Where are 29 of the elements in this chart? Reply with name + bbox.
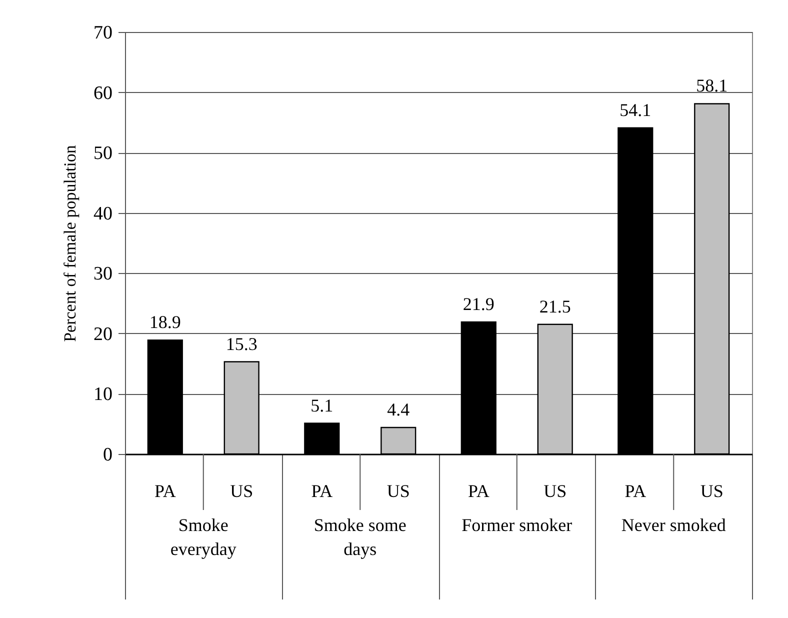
y-axis-title: Percent of female population [60, 144, 80, 342]
text: PA [624, 481, 646, 501]
data-label: 5.1 [310, 395, 334, 416]
y-tick-label: 30 [94, 264, 112, 285]
text: US [700, 481, 724, 501]
x-tick-label: Former smoker [462, 515, 572, 535]
data-label: 18.9 [149, 312, 181, 332]
y-tick-label: 60 [94, 82, 112, 104]
text: PA [311, 481, 333, 501]
y-tick-label: 0 [103, 444, 112, 466]
y-tick-label: 50 [94, 143, 112, 164]
x-tick-label: Smoke everyday [170, 515, 236, 559]
data-label: 54.1 [620, 100, 652, 120]
data-label: 21.5 [539, 296, 571, 316]
text: US [386, 481, 410, 501]
x-tick-label: Never smoked [621, 515, 726, 535]
text: US [544, 481, 567, 501]
series-label: PA [154, 481, 176, 501]
data-label: 15.3 [226, 334, 258, 354]
y-tick-label: 70 [94, 22, 112, 44]
y-tick-label: 10 [94, 384, 112, 406]
series-label: US [230, 481, 254, 501]
x-tick-label: Smoke some days [314, 515, 406, 559]
data-label: 4.4 [387, 399, 410, 420]
data-label: 21.9 [462, 294, 494, 314]
y-tick-label: 20 [94, 324, 112, 345]
y-tick-label: 40 [94, 203, 112, 224]
text: PA [468, 481, 490, 501]
data-label: 58.1 [696, 76, 728, 96]
